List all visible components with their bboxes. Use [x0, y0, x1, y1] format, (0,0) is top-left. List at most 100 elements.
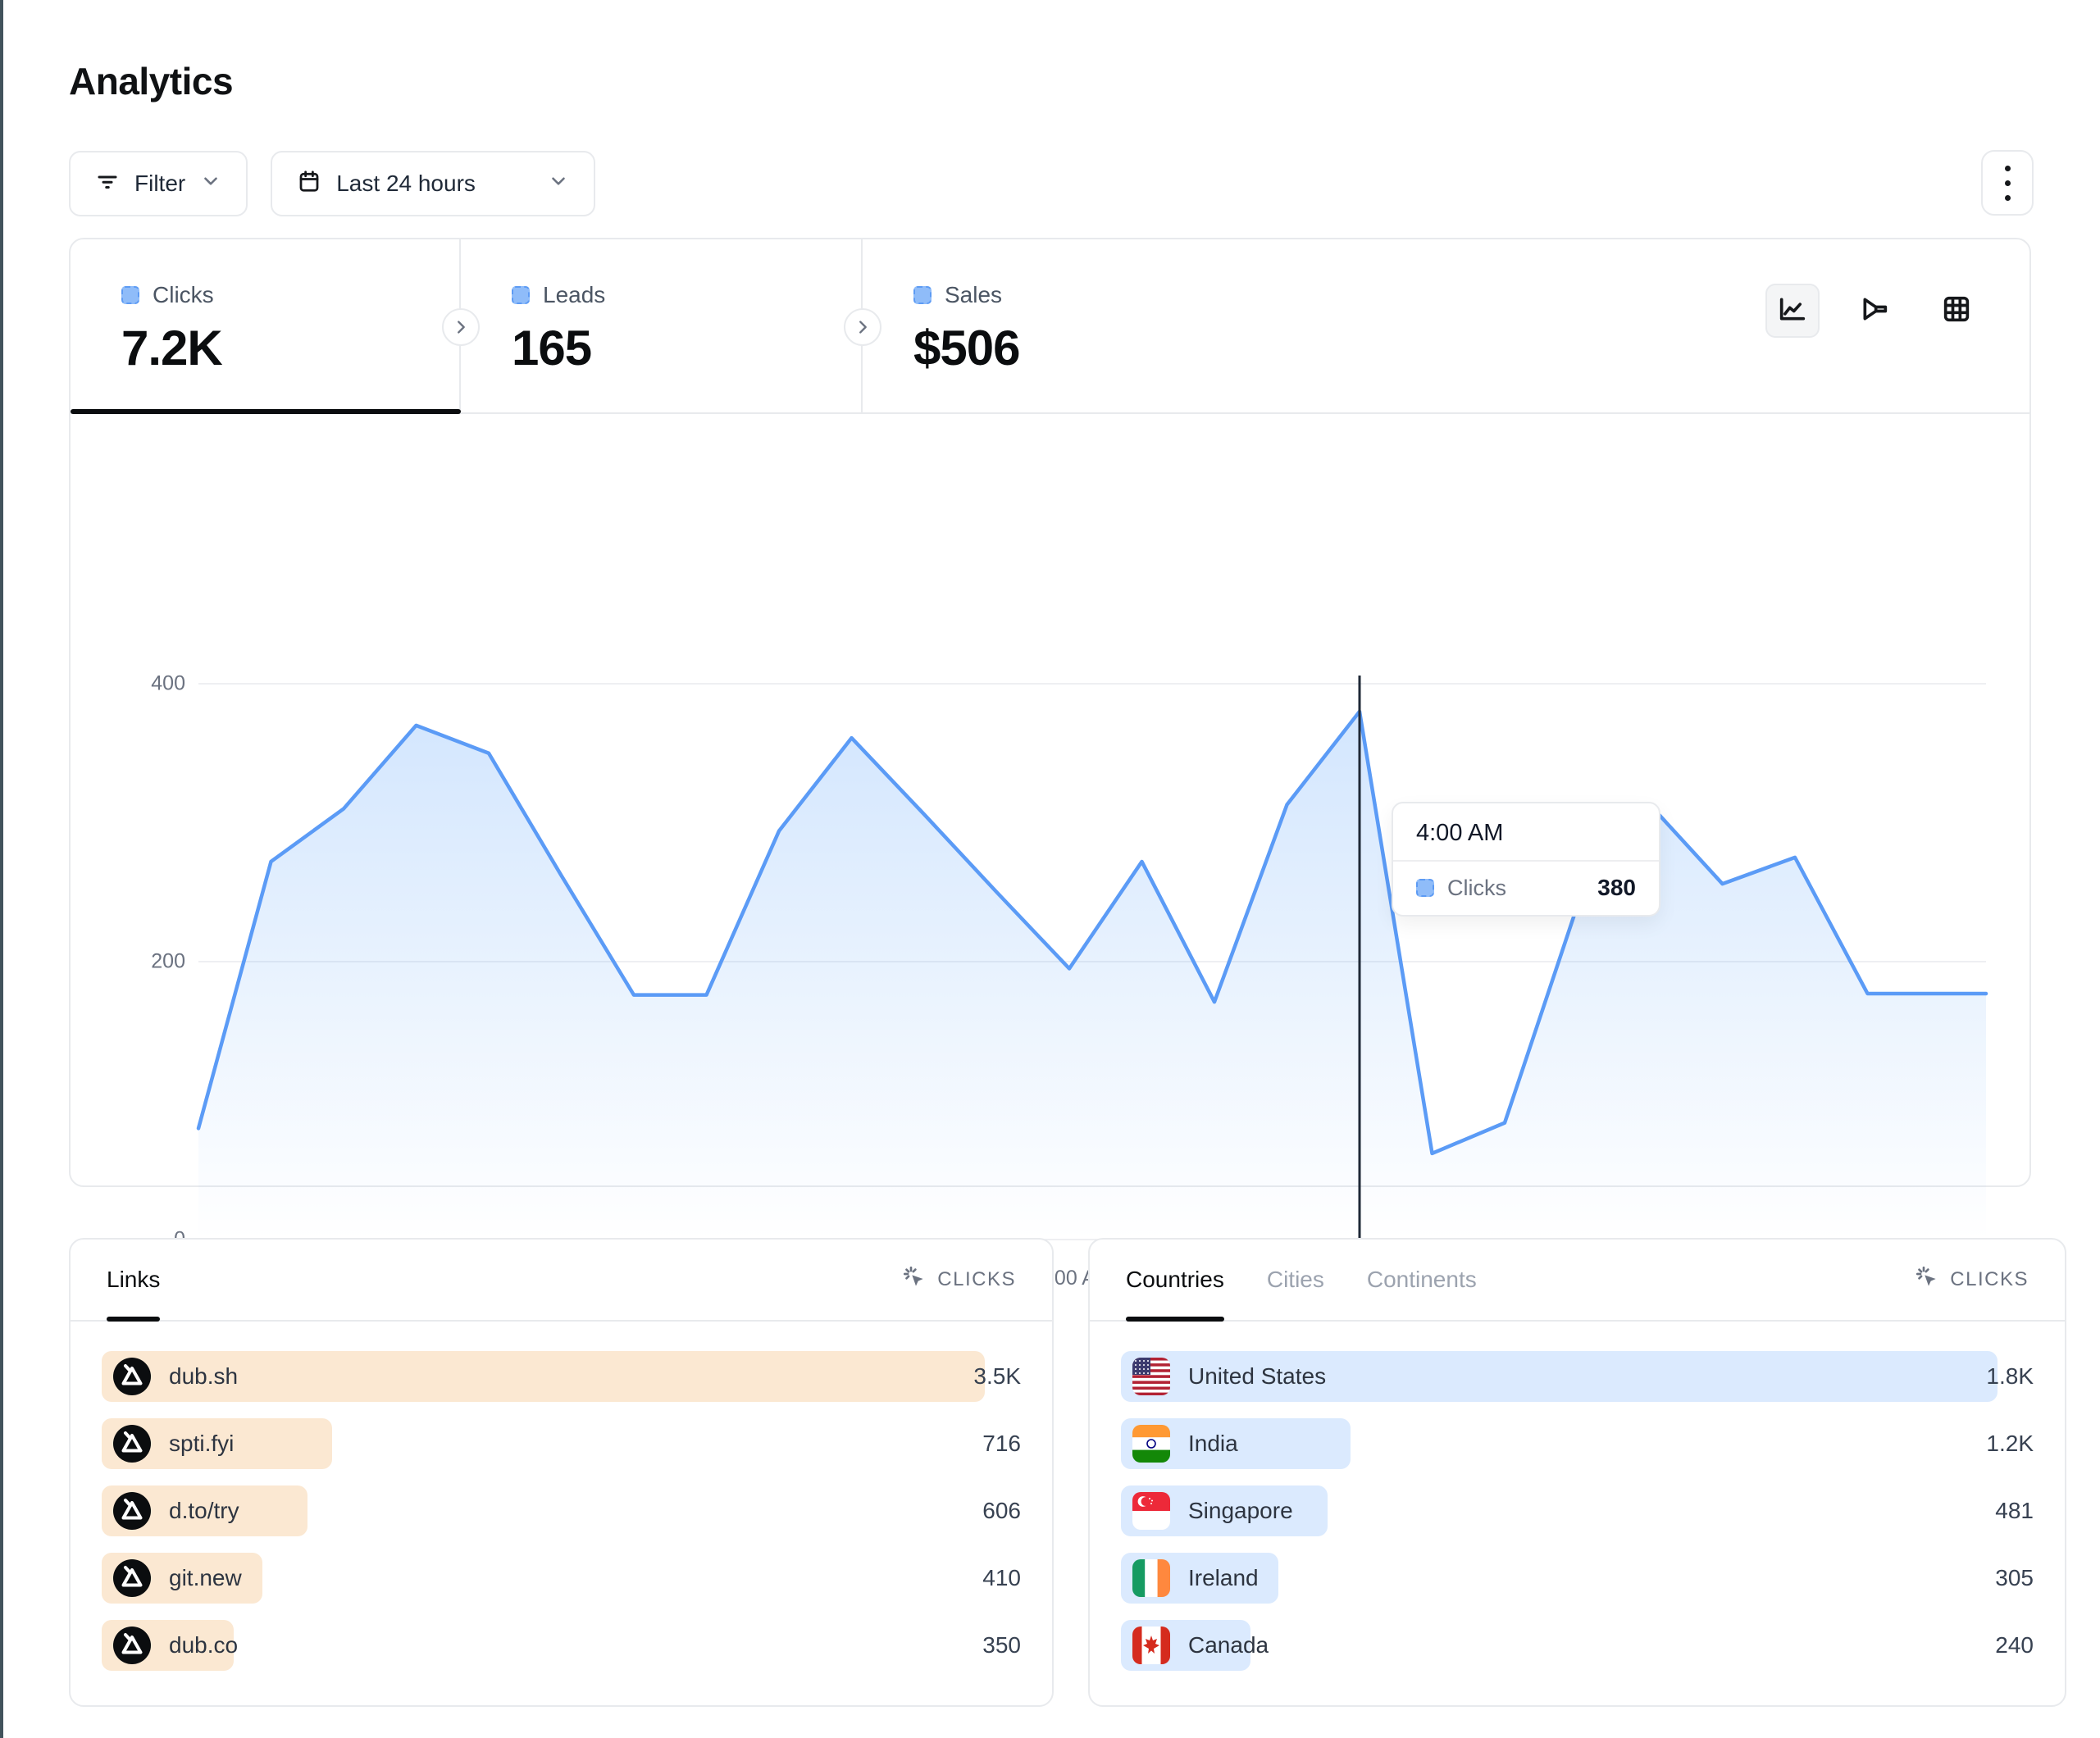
- leads-tab-value: 165: [512, 321, 592, 375]
- chart-view-switcher: [1765, 284, 1984, 338]
- expand-clicks-button[interactable]: [442, 308, 480, 346]
- more-options-button[interactable]: [1981, 150, 2034, 216]
- item-label: d.to/try: [169, 1498, 239, 1523]
- date-range-label: Last 24 hours: [336, 171, 476, 196]
- tooltip-value: 380: [1597, 875, 1636, 900]
- clicks-legend-square-icon: [121, 286, 139, 304]
- tab-sales[interactable]: Sales $506: [863, 239, 1264, 412]
- grid-icon: [1940, 293, 1973, 330]
- item-label: spti.fyi: [169, 1431, 235, 1456]
- active-tab-underline: [71, 409, 461, 414]
- item-label: Canada: [1188, 1632, 1269, 1658]
- item-value: 716: [982, 1431, 1021, 1456]
- cursor-click-icon: [1914, 1264, 1940, 1296]
- tooltip-series-name: Clicks: [1447, 875, 1506, 900]
- page-title: Analytics: [69, 60, 234, 102]
- item-value: 350: [982, 1632, 1021, 1658]
- list-item-canada[interactable]: Canada 240: [1121, 1620, 2034, 1671]
- list-item-dub-sh[interactable]: dub.sh 3.5K: [102, 1351, 1021, 1402]
- clicks-area-chart[interactable]: 0200400 4:00 PM8:00 PM12:00 AM4:00 AM8:0…: [71, 414, 2029, 1290]
- tab-clicks[interactable]: Clicks 7.2K: [71, 239, 461, 414]
- dub-logo-icon: [113, 1358, 151, 1395]
- calendar-icon: [297, 169, 321, 199]
- item-value: 305: [1995, 1565, 2034, 1590]
- sales-tab-label: Sales: [945, 282, 1003, 307]
- chart-plot: [196, 676, 1988, 1243]
- item-value: 1.2K: [1986, 1431, 2034, 1456]
- dub-logo-icon: [113, 1559, 151, 1597]
- tab-leads[interactable]: Leads 165: [461, 239, 863, 412]
- countries-tab-label: Countries: [1126, 1267, 1224, 1292]
- funnel-view-button[interactable]: [1847, 284, 1902, 338]
- item-label: dub.co: [169, 1632, 239, 1658]
- links-panel: Links CLICKS dub.sh 3.5K spti.fyi 716: [69, 1238, 1054, 1707]
- geo-metric-header[interactable]: CLICKS: [1914, 1264, 2029, 1296]
- item-label: git.new: [169, 1565, 242, 1590]
- sales-tab-value: $506: [913, 321, 1020, 375]
- leads-tab-label: Leads: [543, 282, 606, 307]
- geo-panel: Countries Cities Continents CLICKS Unite…: [1088, 1238, 2066, 1707]
- y-tick-label: 400: [151, 671, 185, 695]
- sales-legend-square-icon: [913, 286, 932, 304]
- flag-icon-ie: [1132, 1559, 1170, 1597]
- item-label: India: [1188, 1431, 1238, 1456]
- filter-button-label: Filter: [134, 171, 186, 196]
- date-range-button[interactable]: Last 24 hours: [271, 151, 596, 216]
- line-chart-view-button[interactable]: [1765, 284, 1820, 338]
- continents-tab-label: Continents: [1366, 1267, 1477, 1292]
- dub-logo-icon: [113, 1627, 151, 1664]
- cities-tab-label: Cities: [1266, 1267, 1324, 1292]
- tab-countries[interactable]: Countries: [1126, 1240, 1224, 1322]
- kebab-menu-icon: [2004, 165, 2011, 201]
- chevron-down-icon: [200, 171, 221, 198]
- item-label: dub.sh: [169, 1363, 239, 1389]
- stats-tabs-row: Clicks 7.2K Leads 165 Sales $506: [71, 239, 2029, 414]
- item-label: United States: [1188, 1363, 1327, 1389]
- toolbar: Filter Last 24 hours: [69, 151, 596, 216]
- filter-bars-icon: [95, 169, 120, 199]
- list-item-india[interactable]: India 1.2K: [1121, 1418, 2034, 1469]
- tab-links[interactable]: Links: [107, 1240, 161, 1322]
- chevron-down-icon: [548, 171, 569, 198]
- list-item-united-states[interactable]: United States 1.8K: [1121, 1351, 2034, 1402]
- tab-cities[interactable]: Cities: [1267, 1240, 1324, 1320]
- flag-icon-ca: [1132, 1627, 1170, 1664]
- window-edge-strip: [0, 0, 3, 1738]
- flag-icon-in: [1132, 1425, 1170, 1463]
- filter-button[interactable]: Filter: [69, 151, 248, 216]
- flag-icon-us: [1132, 1358, 1170, 1395]
- list-item-ireland[interactable]: Ireland 305: [1121, 1553, 2034, 1604]
- funnel-icon: [1858, 293, 1891, 330]
- value-bar: [1121, 1351, 1998, 1402]
- item-value: 410: [982, 1565, 1021, 1590]
- links-metric-header[interactable]: CLICKS: [901, 1264, 1016, 1296]
- geo-metric-label: CLICKS: [1950, 1268, 2029, 1290]
- list-item-d-to-try[interactable]: d.to/try 606: [102, 1485, 1021, 1536]
- dub-logo-icon: [113, 1492, 151, 1530]
- leads-legend-square-icon: [512, 286, 530, 304]
- list-item-singapore[interactable]: Singapore 481: [1121, 1485, 2034, 1536]
- y-tick-label: 200: [151, 949, 185, 973]
- item-value: 240: [1995, 1632, 2034, 1658]
- item-value: 1.8K: [1986, 1363, 2034, 1389]
- line-chart-icon: [1776, 293, 1809, 330]
- list-item-git-new[interactable]: git.new 410: [102, 1553, 1021, 1604]
- dub-logo-icon: [113, 1425, 151, 1463]
- flag-icon-sg: [1132, 1492, 1170, 1530]
- item-label: Ireland: [1188, 1565, 1259, 1590]
- chart-tooltip: 4:00 AM Clicks 380: [1392, 802, 1660, 917]
- tab-continents[interactable]: Continents: [1367, 1240, 1477, 1320]
- clicks-tab-value: 7.2K: [121, 321, 223, 375]
- links-tab-label: Links: [107, 1267, 161, 1292]
- clicks-tab-label: Clicks: [153, 282, 214, 307]
- expand-leads-button[interactable]: [844, 308, 881, 346]
- analytics-card: Clicks 7.2K Leads 165 Sales $506: [69, 238, 2031, 1290]
- links-metric-label: CLICKS: [937, 1268, 1016, 1290]
- item-value: 481: [1995, 1498, 2034, 1523]
- item-value: 606: [982, 1498, 1021, 1523]
- table-view-button[interactable]: [1929, 284, 1984, 338]
- item-value: 3.5K: [973, 1363, 1021, 1389]
- tooltip-time: 4:00 AM: [1393, 803, 1659, 862]
- list-item-dub-co[interactable]: dub.co 350: [102, 1620, 1021, 1671]
- list-item-spti-fyi[interactable]: spti.fyi 716: [102, 1418, 1021, 1469]
